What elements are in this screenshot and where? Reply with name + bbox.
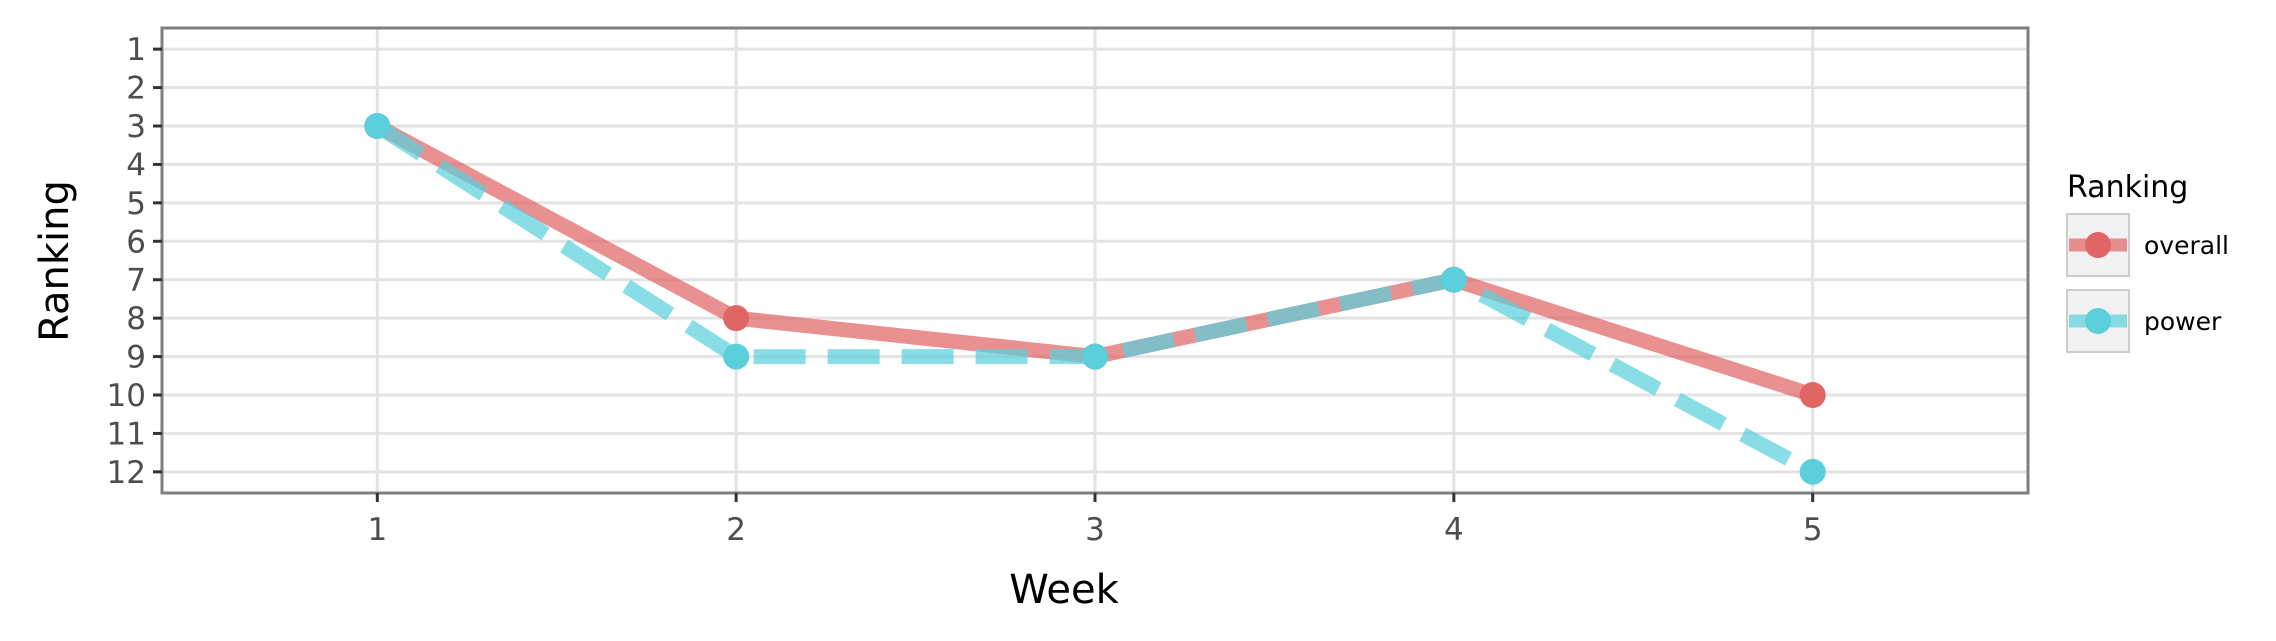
y-tick-label: 5 xyxy=(126,186,146,222)
x-axis-title: Week xyxy=(1009,567,1119,613)
y-axis-title: Ranking xyxy=(32,180,78,342)
gridlines xyxy=(162,28,2028,493)
data-point-power xyxy=(723,343,750,370)
y-tick-label: 8 xyxy=(126,301,146,337)
y-tick-label: 3 xyxy=(126,109,146,145)
x-tick-label: 3 xyxy=(1085,512,1105,548)
data-point-overall xyxy=(723,305,750,332)
series-lines xyxy=(364,112,1826,485)
x-tick-label: 2 xyxy=(726,512,746,548)
y-tick-label: 7 xyxy=(126,263,146,299)
y-tick-label: 11 xyxy=(107,416,146,452)
y-tick-label: 4 xyxy=(126,147,146,183)
legend-point-power xyxy=(2085,308,2111,334)
legend: Ranking overall power xyxy=(2066,170,2229,353)
x-tick-label: 1 xyxy=(367,512,387,548)
y-tick-label: 10 xyxy=(107,378,146,414)
x-tick-label: 4 xyxy=(1444,512,1464,548)
y-tick-label: 9 xyxy=(126,340,146,376)
y-tick-label: 1 xyxy=(126,32,146,68)
data-point-overall xyxy=(1799,382,1826,409)
legend-title: Ranking xyxy=(2067,170,2188,205)
data-point-power xyxy=(364,112,391,139)
legend-label-overall: overall xyxy=(2144,231,2229,260)
legend-label-power: power xyxy=(2144,307,2222,336)
data-point-power xyxy=(1440,266,1467,293)
x-tick-label: 5 xyxy=(1803,512,1823,548)
legend-point-overall xyxy=(2085,232,2111,258)
y-tick-label: 2 xyxy=(126,71,146,107)
data-point-power xyxy=(1082,343,1108,370)
y-tick-label: 6 xyxy=(126,224,146,260)
data-point-power xyxy=(1799,458,1826,485)
y-tick-label: 12 xyxy=(107,455,146,491)
